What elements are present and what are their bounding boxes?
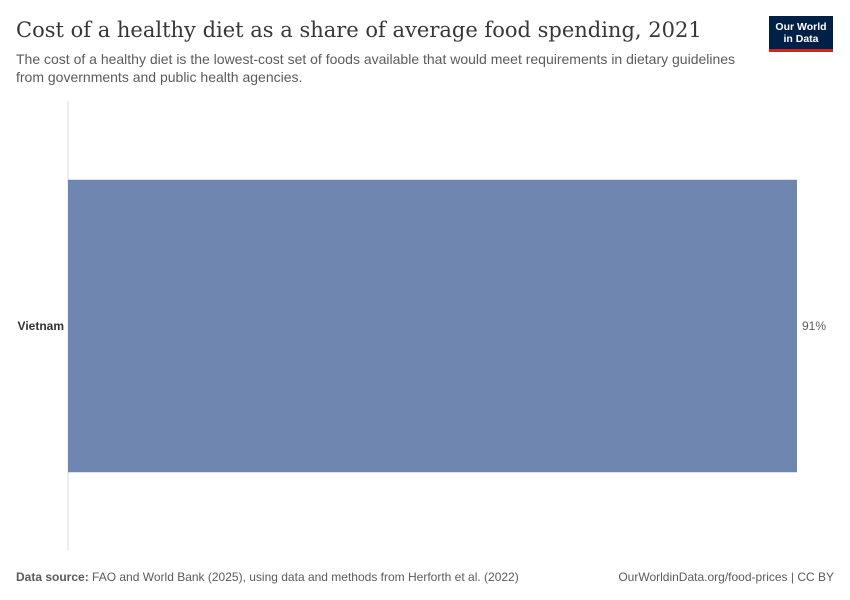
bar-vietnam[interactable] [68, 179, 797, 473]
logo-line-1: Our World [775, 21, 827, 33]
url-license[interactable]: OurWorldinData.org/food-prices | CC BY [618, 570, 834, 584]
logo-line-2: in Data [783, 33, 819, 45]
value-label: 91% [802, 319, 826, 333]
chart-title: Cost of a healthy diet as a share of ave… [16, 18, 702, 42]
data-source: Data source: FAO and World Bank (2025), … [16, 569, 519, 585]
chart-subtitle: The cost of a healthy diet is the lowest… [16, 51, 736, 85]
category-label[interactable]: Vietnam [18, 319, 64, 333]
data-source-label: Data source: [16, 570, 89, 584]
owid-logo[interactable]: Our World in Data [769, 16, 833, 52]
data-source-text[interactable]: FAO and World Bank (2025), using data an… [92, 570, 519, 584]
